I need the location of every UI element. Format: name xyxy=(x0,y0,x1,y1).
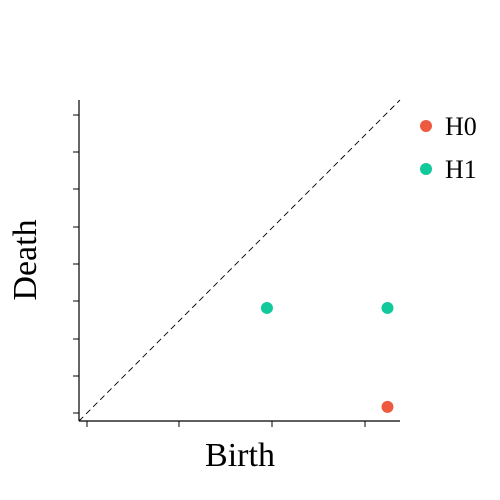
data-point-h0 xyxy=(381,400,394,413)
y-ticks xyxy=(73,114,79,414)
data-points xyxy=(260,301,394,413)
legend-label-h1: H1 xyxy=(445,155,477,184)
y-axis-label: Death xyxy=(7,219,44,300)
legend-marker-h0 xyxy=(420,120,432,132)
diagonal-line xyxy=(78,99,401,422)
data-point-h1 xyxy=(381,301,394,314)
data-point-h1 xyxy=(260,301,273,314)
axes xyxy=(78,100,400,422)
legend-label-h0: H0 xyxy=(445,112,477,141)
x-ticks xyxy=(86,421,366,427)
x-axis-label: Birth xyxy=(205,437,275,474)
legend-marker-h1 xyxy=(420,163,432,175)
